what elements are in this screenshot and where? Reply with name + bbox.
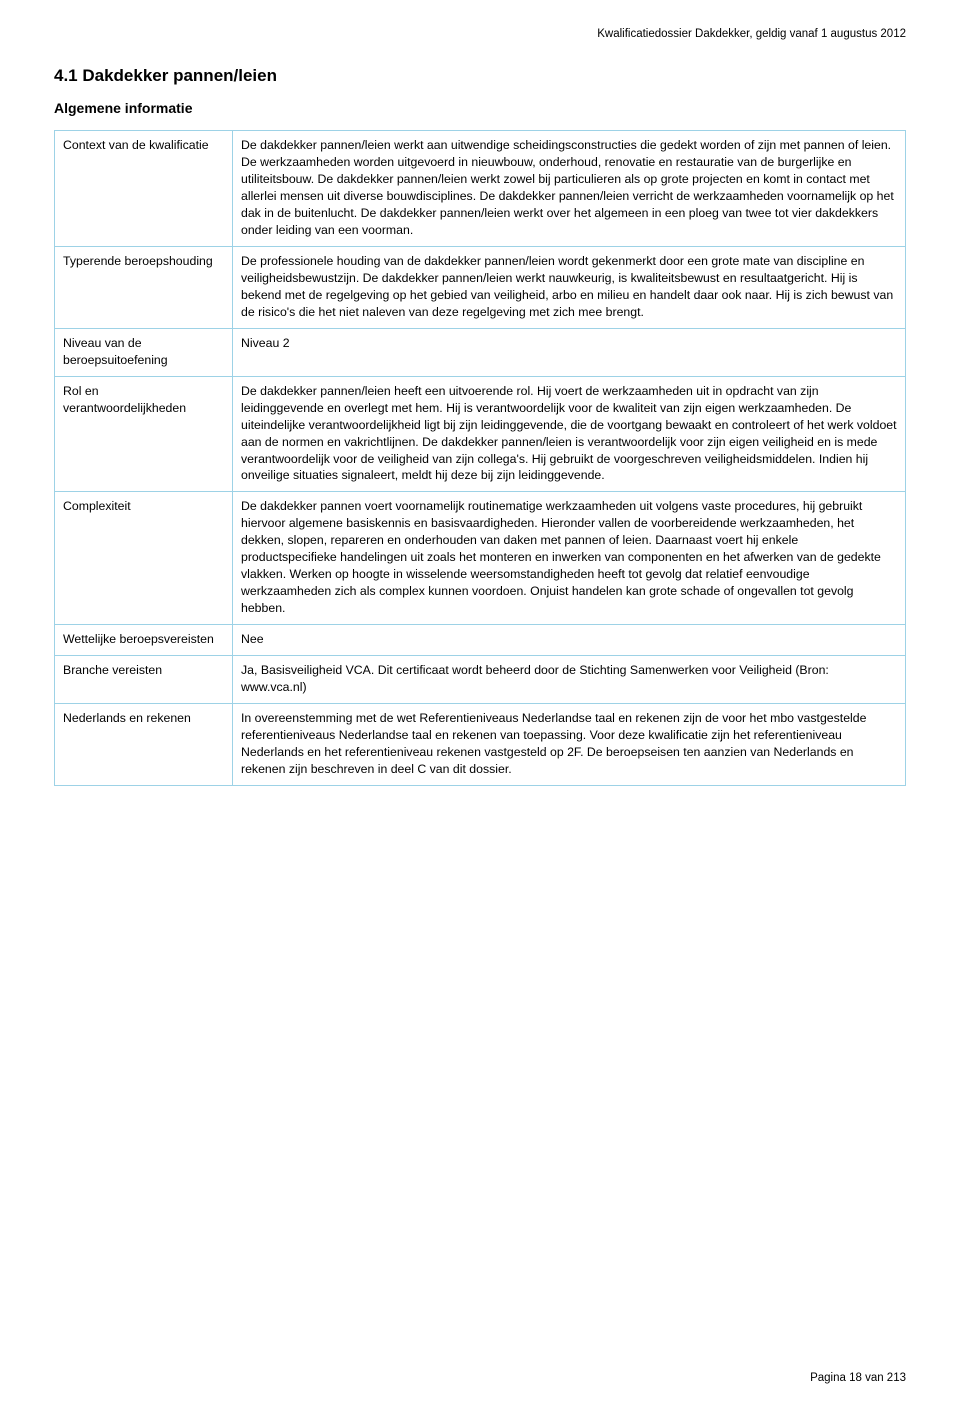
table-row: Niveau van de beroepsuitoefening Niveau … <box>55 328 906 376</box>
table-row: Wettelijke beroepsvereisten Nee <box>55 625 906 656</box>
table-row: Branche vereisten Ja, Basisveiligheid VC… <box>55 656 906 704</box>
row-value: Nee <box>233 625 906 656</box>
document-page: Kwalificatiedossier Dakdekker, geldig va… <box>0 0 960 786</box>
table-row: Rol en verantwoordelijkheden De dakdekke… <box>55 376 906 492</box>
page-footer: Pagina 18 van 213 <box>810 1372 906 1384</box>
row-value: Niveau 2 <box>233 328 906 376</box>
table-row: Context van de kwalificatie De dakdekker… <box>55 131 906 247</box>
row-value: De dakdekker pannen voert voornamelijk r… <box>233 492 906 625</box>
row-value: De dakdekker pannen/leien werkt aan uitw… <box>233 131 906 247</box>
header-right-text: Kwalificatiedossier Dakdekker, geldig va… <box>54 28 906 40</box>
row-value: Ja, Basisveiligheid VCA. Dit certificaat… <box>233 656 906 704</box>
row-label: Niveau van de beroepsuitoefening <box>55 328 233 376</box>
row-label: Typerende beroepshouding <box>55 246 233 328</box>
table-row: Complexiteit De dakdekker pannen voert v… <box>55 492 906 625</box>
table-row: Typerende beroepshouding De professionel… <box>55 246 906 328</box>
row-value: In overeenstemming met de wet Referentie… <box>233 704 906 786</box>
row-label: Complexiteit <box>55 492 233 625</box>
table-row: Nederlands en rekenen In overeenstemming… <box>55 704 906 786</box>
row-value: De professionele houding van de dakdekke… <box>233 246 906 328</box>
row-value: De dakdekker pannen/leien heeft een uitv… <box>233 376 906 492</box>
row-label: Branche vereisten <box>55 656 233 704</box>
row-label: Nederlands en rekenen <box>55 704 233 786</box>
row-label: Wettelijke beroepsvereisten <box>55 625 233 656</box>
row-label: Rol en verantwoordelijkheden <box>55 376 233 492</box>
info-table: Context van de kwalificatie De dakdekker… <box>54 130 906 786</box>
section-title: 4.1 Dakdekker pannen/leien <box>54 66 906 86</box>
row-label: Context van de kwalificatie <box>55 131 233 247</box>
subsection-title: Algemene informatie <box>54 100 906 116</box>
